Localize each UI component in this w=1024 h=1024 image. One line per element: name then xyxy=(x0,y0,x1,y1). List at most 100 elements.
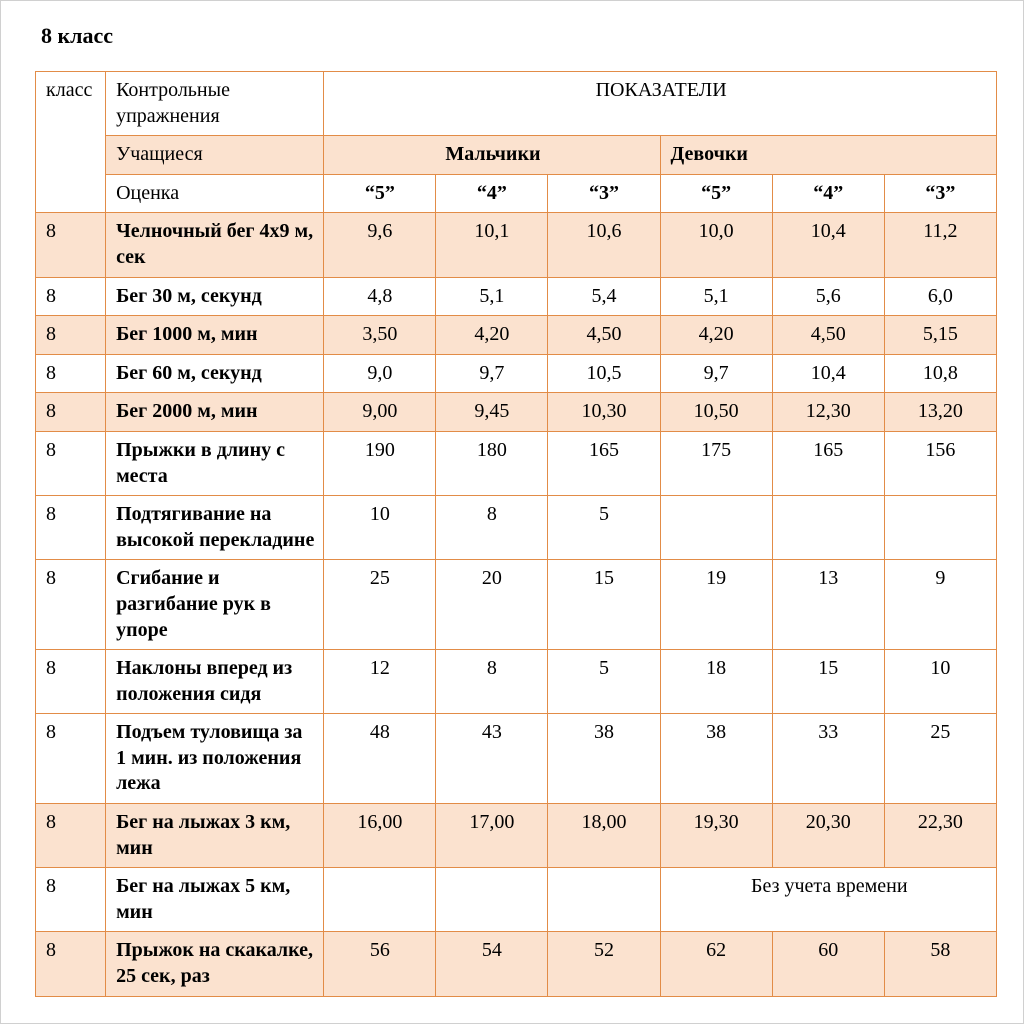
value-cell: 38 xyxy=(660,714,772,804)
grade-3-girls: “3” xyxy=(884,174,996,213)
class-cell: 8 xyxy=(36,496,106,560)
grade-header: Оценка xyxy=(106,174,324,213)
value-cell: 18,00 xyxy=(548,804,660,868)
value-cell: 52 xyxy=(548,932,660,996)
value-cell: 20,30 xyxy=(772,804,884,868)
value-cell: 8 xyxy=(436,496,548,560)
value-cell xyxy=(324,868,436,932)
value-cell: 10,1 xyxy=(436,213,548,277)
value-cell: 10,6 xyxy=(548,213,660,277)
class-cell: 8 xyxy=(36,393,106,432)
table-row: 8Наклоны вперед из положения сидя1285181… xyxy=(36,650,997,714)
class-cell: 8 xyxy=(36,277,106,316)
table-row: 8Подтягивание на высокой перекладине1085 xyxy=(36,496,997,560)
class-cell: 8 xyxy=(36,316,106,355)
table-row: 8Бег на лыжах 3 км, мин16,0017,0018,0019… xyxy=(36,804,997,868)
value-cell: 156 xyxy=(884,431,996,495)
exercise-cell: Бег на лыжах 3 км, мин xyxy=(106,804,324,868)
class-cell: 8 xyxy=(36,804,106,868)
value-cell: 12 xyxy=(324,650,436,714)
value-cell: 180 xyxy=(436,431,548,495)
value-cell: 33 xyxy=(772,714,884,804)
value-cell: 19 xyxy=(660,560,772,650)
exercise-cell: Бег 1000 м, мин xyxy=(106,316,324,355)
value-cell: 12,30 xyxy=(772,393,884,432)
value-cell: 17,00 xyxy=(436,804,548,868)
value-cell: 165 xyxy=(772,431,884,495)
exercise-cell: Прыжки в длину с места xyxy=(106,431,324,495)
value-cell: 5,4 xyxy=(548,277,660,316)
grade-3-boys: “3” xyxy=(548,174,660,213)
page-title: 8 класс xyxy=(7,7,1017,71)
col-exercises-header: Контрольные упражнения xyxy=(106,72,324,136)
class-cell: 8 xyxy=(36,714,106,804)
value-cell: 5 xyxy=(548,650,660,714)
value-cell: 4,50 xyxy=(772,316,884,355)
grade-4-boys: “4” xyxy=(436,174,548,213)
class-cell: 8 xyxy=(36,213,106,277)
value-cell: 5,1 xyxy=(660,277,772,316)
value-cell: 60 xyxy=(772,932,884,996)
exercise-cell: Бег на лыжах 5 км, мин xyxy=(106,868,324,932)
value-cell: 5,15 xyxy=(884,316,996,355)
value-cell: 10,8 xyxy=(884,354,996,393)
grade-5-girls: “5” xyxy=(660,174,772,213)
table-subheader-row: Учащиеся Мальчики Девочки xyxy=(36,136,997,175)
value-cell: 16,00 xyxy=(324,804,436,868)
value-cell: 10,5 xyxy=(548,354,660,393)
value-cell: 9,0 xyxy=(324,354,436,393)
class-cell: 8 xyxy=(36,560,106,650)
boys-header: Мальчики xyxy=(324,136,660,175)
value-cell: 15 xyxy=(548,560,660,650)
table-row: 8Прыжки в длину с места19018016517516515… xyxy=(36,431,997,495)
col-class-header: класс xyxy=(36,72,106,213)
value-cell: 13 xyxy=(772,560,884,650)
value-cell: 20 xyxy=(436,560,548,650)
exercise-cell: Челночный бег 4х9 м, сек xyxy=(106,213,324,277)
value-cell: 43 xyxy=(436,714,548,804)
value-cell: 22,30 xyxy=(884,804,996,868)
table-grades-row: Оценка “5” “4” “3” “5” “4” “3” xyxy=(36,174,997,213)
class-cell: 8 xyxy=(36,354,106,393)
value-cell: 10 xyxy=(324,496,436,560)
grade-4-girls: “4” xyxy=(772,174,884,213)
value-cell: 10,4 xyxy=(772,213,884,277)
table-row: 8Прыжок на скакалке, 25 сек, раз56545262… xyxy=(36,932,997,996)
class-cell: 8 xyxy=(36,932,106,996)
value-cell: 4,8 xyxy=(324,277,436,316)
value-cell: 38 xyxy=(548,714,660,804)
col-indicators-header: ПОКАЗАТЕЛИ xyxy=(324,72,997,136)
page: 8 класс класс Контрольные упражнения ПОК… xyxy=(0,0,1024,1024)
value-cell: 8 xyxy=(436,650,548,714)
value-cell: 56 xyxy=(324,932,436,996)
exercise-cell: Бег 60 м, секунд xyxy=(106,354,324,393)
value-cell: 54 xyxy=(436,932,548,996)
value-cell: 9,7 xyxy=(660,354,772,393)
table-row: 8Сгибание и разгибание рук в упоре252015… xyxy=(36,560,997,650)
value-cell: 9,45 xyxy=(436,393,548,432)
value-cell: 5,1 xyxy=(436,277,548,316)
exercise-cell: Сгибание и разгибание рук в упоре xyxy=(106,560,324,650)
value-cell: 10,30 xyxy=(548,393,660,432)
value-cell: 11,2 xyxy=(884,213,996,277)
value-cell: 58 xyxy=(884,932,996,996)
value-cell: 18 xyxy=(660,650,772,714)
value-cell: 25 xyxy=(324,560,436,650)
value-cell: 3,50 xyxy=(324,316,436,355)
value-cell: 19,30 xyxy=(660,804,772,868)
exercise-cell: Бег 2000 м, мин xyxy=(106,393,324,432)
table-row: 8Бег 1000 м, мин3,504,204,504,204,505,15 xyxy=(36,316,997,355)
standards-table: класс Контрольные упражнения ПОКАЗАТЕЛИ … xyxy=(35,71,997,997)
class-cell: 8 xyxy=(36,431,106,495)
value-cell xyxy=(772,496,884,560)
table-row: 8Бег 2000 м, мин9,009,4510,3010,5012,301… xyxy=(36,393,997,432)
value-cell xyxy=(660,496,772,560)
value-cell xyxy=(436,868,548,932)
value-cell: 9,00 xyxy=(324,393,436,432)
exercise-cell: Бег 30 м, секунд xyxy=(106,277,324,316)
merged-note-cell: Без учета времени xyxy=(660,868,996,932)
value-cell: 10 xyxy=(884,650,996,714)
table-header-row: класс Контрольные упражнения ПОКАЗАТЕЛИ xyxy=(36,72,997,136)
exercise-cell: Наклоны вперед из положения сидя xyxy=(106,650,324,714)
value-cell xyxy=(884,496,996,560)
